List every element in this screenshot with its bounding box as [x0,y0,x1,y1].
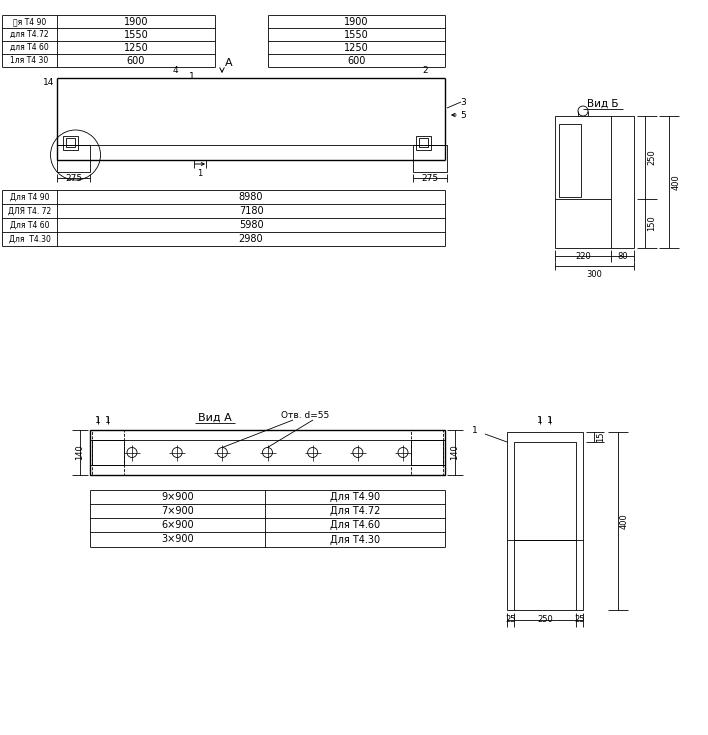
Text: 1: 1 [95,415,101,425]
Text: 80: 80 [617,251,628,260]
Text: 6×900: 6×900 [161,520,194,530]
Text: Для Т4.60: Для Т4.60 [330,520,380,530]
Text: 1900: 1900 [124,16,148,26]
Text: Для Т4 60: Для Т4 60 [10,220,50,229]
Text: 150: 150 [648,215,656,232]
Bar [555,116,634,248]
Text: 5: 5 [460,110,466,120]
Text: 4: 4 [172,65,178,74]
Text: 1ля Т4 30: 1ля Т4 30 [11,56,49,65]
Text: Отв. d=55: Отв. d=55 [281,411,329,420]
Text: 1: 1 [189,71,195,81]
Text: 7×900: 7×900 [161,506,194,516]
Text: 9×900: 9×900 [161,492,194,502]
Text: 1250: 1250 [124,43,149,52]
Bar [514,442,576,540]
Text: A: A [225,58,233,68]
Text: 14: 14 [43,77,55,87]
Text: Для  Т4.30: Для Т4.30 [8,234,50,243]
Bar [411,440,443,465]
Text: 1550: 1550 [124,29,149,40]
Text: 3×900: 3×900 [161,534,194,545]
Text: 8980: 8980 [239,192,263,202]
Text: 1: 1 [547,415,553,425]
Text: 275: 275 [421,173,438,182]
Text: 1550: 1550 [344,29,369,40]
Text: для Т4 60: для Т4 60 [10,43,49,52]
Bar [57,145,90,172]
Text: 2980: 2980 [239,234,263,244]
Bar [411,430,443,475]
Text: 1: 1 [472,426,478,434]
Text: 1: 1 [105,415,111,425]
Text: 1900: 1900 [344,16,369,26]
Text: 600: 600 [348,56,366,65]
Text: 1250: 1250 [344,43,369,52]
Text: 275: 275 [65,173,82,182]
Text: 140: 140 [76,445,84,460]
Bar [413,145,447,172]
Text: 220: 220 [575,251,591,260]
Text: Для Т4.72: Для Т4.72 [330,506,380,516]
Text: 1: 1 [537,415,543,425]
Bar [419,138,428,147]
Text: 250: 250 [648,150,656,165]
Bar [559,124,581,197]
Text: 且я Т4 90: 且я Т4 90 [13,17,46,26]
Bar [92,430,124,475]
Text: 25: 25 [574,615,585,625]
Bar [63,136,78,150]
Text: Вид Б: Вид Б [587,99,618,109]
Text: Для Т4.90: Для Т4.90 [330,492,380,502]
Text: 400: 400 [671,174,680,190]
Text: Для Т4 90: Для Т4 90 [10,193,50,201]
Text: ДЛЯ Т4. 72: ДЛЯ Т4. 72 [8,207,51,215]
Text: 300: 300 [586,270,603,279]
Text: 140: 140 [450,445,459,460]
Text: 1: 1 [198,168,202,177]
Text: 2: 2 [422,65,428,74]
Text: 7180: 7180 [239,206,263,216]
Bar [416,136,431,150]
Text: Вид A: Вид A [198,413,232,423]
Text: 25: 25 [506,615,515,625]
Text: 600: 600 [127,56,145,65]
Bar [507,432,583,610]
Bar [90,430,445,475]
Text: 15: 15 [597,431,605,442]
Text: для Т4.72: для Т4.72 [10,30,49,39]
Text: 3: 3 [460,98,466,107]
Text: 250: 250 [537,615,553,625]
Text: 400: 400 [620,513,629,529]
Bar [92,440,124,465]
Text: 5980: 5980 [239,220,263,230]
Text: Для Т4.30: Для Т4.30 [330,534,380,545]
Bar [66,138,75,147]
